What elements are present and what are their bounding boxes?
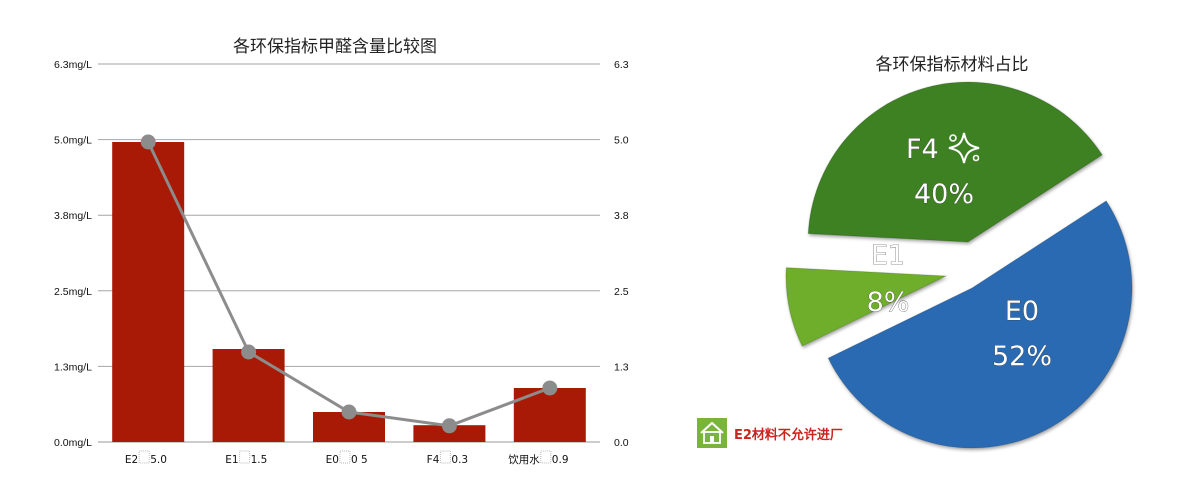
x-axis-categories: E2 5.0 E1 1.5 E0 0 5 F4 0.3 饮用水 0.9 xyxy=(125,450,569,466)
line-point xyxy=(441,418,457,434)
y-tick-left: 3.8mg/L xyxy=(54,210,92,222)
bar-chart-title: 各环保指标甲醛含量比较图 xyxy=(233,37,437,57)
category-label: F4 xyxy=(427,454,440,466)
category-value: 0.9 xyxy=(552,454,569,466)
line-point xyxy=(241,344,257,360)
legend-glyph-icon xyxy=(540,450,552,464)
pie-chart: 各环保指标材料占比 E0 52% E1 8% F4 40% xyxy=(785,55,1133,449)
y-axis-left: 0.0mg/L 1.3mg/L 2.5mg/L 3.8mg/L 5.0mg/L 6.3mg… xyxy=(54,59,92,449)
house-icon xyxy=(697,418,727,448)
bar xyxy=(413,425,486,442)
category-value: 1.5 xyxy=(251,454,268,466)
pie-labels: E0 52% E1 8% F4 40% xyxy=(866,134,1052,373)
pie-slice-name: E0 xyxy=(1005,296,1039,327)
warning-banner: E2材料不允许进厂 xyxy=(697,418,843,448)
category-label: 饮用水 xyxy=(508,453,540,466)
legend-glyph-icon xyxy=(138,450,150,464)
y-tick-left: 1.3mg/L xyxy=(54,361,92,373)
pie-slice-value: 8% xyxy=(867,287,910,318)
line-path xyxy=(146,141,551,428)
y-tick-left: 6.3mg/L xyxy=(54,59,92,71)
y-tick-right: 5.0 xyxy=(614,135,629,147)
banner-text: E2材料不允许进厂 xyxy=(734,427,843,443)
bar-chart: 各环保指标甲醛含量比较图 0.0mg/L 1.3mg/L 2.5mg/L 3.8mg/… xyxy=(54,37,629,466)
legend-glyph-icon xyxy=(239,450,251,464)
y-tick-left: 0.0mg/L xyxy=(54,437,92,449)
pie-slice-name: E1 xyxy=(871,240,905,271)
category-value: 0 5 xyxy=(351,454,368,466)
y-tick-right: 1.3 xyxy=(614,361,629,373)
line-point xyxy=(140,134,156,150)
pie-chart-title: 各环保指标材料占比 xyxy=(876,55,1029,75)
y-tick-right: 3.8 xyxy=(614,210,629,222)
pie-slices xyxy=(785,81,1133,449)
bars xyxy=(112,142,586,442)
category-value: 0.3 xyxy=(451,454,468,466)
line-point xyxy=(341,404,357,420)
pie-slice-e0 xyxy=(827,200,1133,449)
y-axis-right: 0.0 1.3 2.5 3.8 5.0 6.3 xyxy=(614,59,629,449)
y-tick-right: 2.5 xyxy=(614,286,629,298)
category-label: E0 xyxy=(326,454,339,466)
line-series xyxy=(140,134,558,434)
category-label: E1 xyxy=(225,454,238,466)
pie-slice-f4 xyxy=(807,81,1103,243)
y-tick-left: 2.5mg/L xyxy=(54,286,92,298)
sparkle-icon xyxy=(948,132,980,164)
legend-glyph-icon xyxy=(339,450,351,464)
category-value: 5.0 xyxy=(150,454,167,466)
pie-slice-name: F4 xyxy=(906,134,939,165)
category-label: E2 xyxy=(125,454,138,466)
bar xyxy=(112,142,185,442)
pie-slice-e1 xyxy=(785,267,948,347)
pie-slice-value: 52% xyxy=(992,341,1052,372)
pie-slice-value: 40% xyxy=(914,179,974,210)
y-tick-right: 0.0 xyxy=(614,437,629,449)
y-tick-right: 6.3 xyxy=(614,59,629,71)
line-point xyxy=(542,380,558,396)
y-tick-left: 5.0mg/L xyxy=(54,135,92,147)
bar xyxy=(212,349,285,442)
legend-glyph-icon xyxy=(439,450,451,464)
